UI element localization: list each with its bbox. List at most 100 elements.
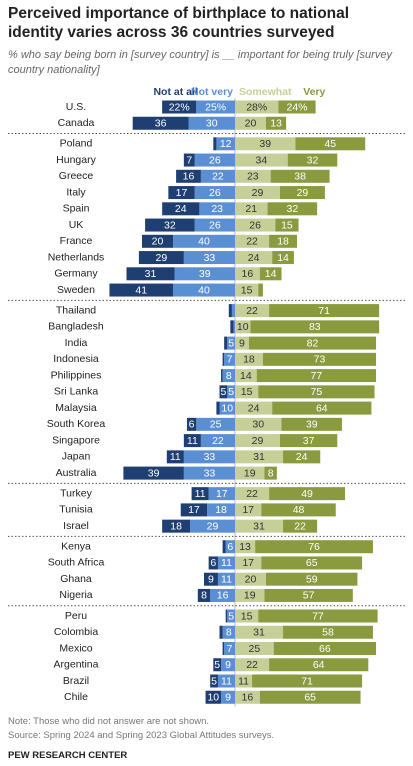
category-label: South Africa [48, 557, 105, 569]
bar-segment [235, 417, 282, 431]
bar-segment [264, 588, 353, 602]
data-label: 71 [318, 305, 330, 317]
bar-segment [235, 540, 256, 554]
bar-segment [210, 674, 218, 688]
bar-segment [194, 153, 235, 167]
bar-segment [235, 320, 251, 334]
bar-segment [183, 153, 195, 167]
bar-segment [264, 466, 277, 480]
bar-segment [145, 218, 195, 232]
data-label: 37 [303, 435, 315, 447]
bar-segment [235, 100, 279, 114]
data-label: 30 [206, 118, 218, 130]
data-label: 18 [170, 520, 182, 532]
bar-segment [235, 202, 268, 216]
bar-segment [126, 267, 175, 281]
bar-segment [196, 100, 235, 114]
data-label: 9 [239, 337, 245, 349]
note: Note: Those who did not answer are not s… [8, 716, 209, 727]
bar-segment [235, 234, 270, 248]
category-label: Greece [59, 170, 94, 182]
data-label: 32 [164, 219, 176, 231]
bar-segment [207, 503, 235, 517]
bar-segment [221, 690, 235, 704]
bar-segment [197, 588, 211, 602]
data-label: 14 [240, 370, 252, 382]
bar-segment [225, 540, 235, 554]
bar-segment [275, 218, 299, 232]
data-label: 77 [311, 370, 323, 382]
data-label: 58 [322, 627, 334, 639]
bar-segment [219, 385, 228, 399]
bar-segment [235, 116, 266, 130]
bar-segment [261, 503, 336, 517]
bar-segment [259, 267, 282, 281]
data-label: 17 [188, 504, 200, 516]
data-label: 25 [249, 643, 261, 655]
data-label: 31 [253, 451, 265, 463]
bar-segment [199, 202, 235, 216]
bar-segment [252, 674, 363, 688]
category-label: Ghana [60, 573, 92, 585]
data-label: 39 [199, 268, 211, 280]
data-label: 26 [209, 219, 221, 231]
data-label: 20 [245, 573, 257, 585]
data-label: 14 [277, 252, 289, 264]
bar-segment [279, 434, 338, 448]
bar-segment [186, 417, 197, 431]
category-label: Sweden [57, 284, 95, 296]
data-label: 7 [227, 354, 233, 366]
bar-segment [222, 625, 235, 639]
data-label: 22 [246, 305, 258, 317]
data-label: 16 [242, 268, 254, 280]
data-label: 45 [324, 138, 336, 150]
category-label: UK [69, 219, 84, 231]
category-label: Chile [64, 691, 88, 703]
data-label: 22 [212, 435, 224, 447]
data-label: 18 [277, 236, 289, 248]
data-label: 59 [306, 573, 318, 585]
data-label: 8 [226, 627, 232, 639]
bar-segment [191, 487, 209, 501]
data-label: 15 [241, 284, 253, 296]
data-label: 16 [242, 692, 254, 704]
bar-segment [168, 186, 195, 200]
bar-segment [162, 100, 197, 114]
bar-segment [183, 450, 235, 464]
data-label: 9 [225, 659, 231, 671]
bar-segment [200, 169, 235, 183]
bar-segment [194, 218, 235, 232]
bar-segment [183, 251, 235, 265]
data-label: 49 [301, 488, 313, 500]
category-label: Spain [63, 203, 90, 215]
bar-segment [235, 519, 284, 533]
data-label: 77 [312, 610, 324, 622]
data-label: 22 [246, 659, 258, 671]
bar-segment [217, 572, 235, 586]
bar-segment [224, 352, 235, 366]
bar-segment [259, 690, 361, 704]
bar-segment [142, 234, 173, 248]
category-label: Bangladesh [48, 321, 104, 333]
data-label: 25% [205, 101, 226, 113]
category-label: Kenya [61, 540, 91, 552]
data-label: 5 [228, 610, 234, 622]
bar-segment [235, 218, 276, 232]
credit: PEW RESEARCH CENTER [8, 750, 127, 761]
bar-segment [235, 487, 270, 501]
data-label: 29 [252, 435, 264, 447]
data-label: 33 [204, 451, 216, 463]
legend-label: Very [303, 86, 325, 98]
legend-label: Not at all [153, 86, 197, 98]
bar-segment [200, 434, 235, 448]
category-label: Philippines [51, 369, 102, 381]
data-label: 76 [308, 541, 320, 553]
bar-segment [248, 336, 377, 350]
bar-segment [166, 450, 184, 464]
bar-segment [221, 369, 223, 383]
data-label: 40 [198, 236, 210, 248]
bar-segment [216, 401, 220, 415]
bar-segment [213, 137, 217, 151]
category-label: Germany [54, 268, 98, 280]
bar-segment [217, 556, 235, 570]
